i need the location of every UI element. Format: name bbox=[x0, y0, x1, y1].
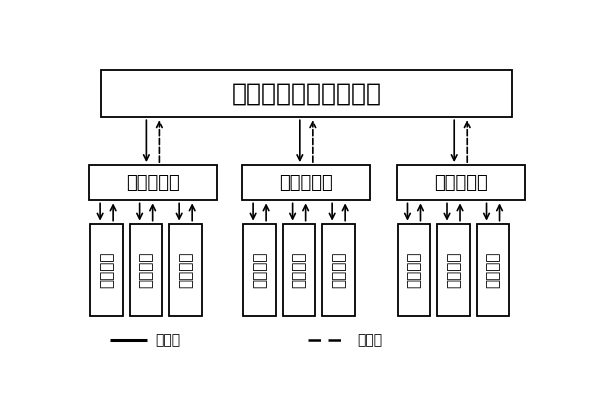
Bar bbox=[437, 224, 470, 316]
Text: 智能楼宇: 智能楼宇 bbox=[252, 252, 267, 288]
Bar bbox=[322, 224, 355, 316]
Bar bbox=[477, 224, 509, 316]
Text: 智能楼宇: 智能楼宇 bbox=[139, 252, 154, 288]
Text: 电力公司优化交易平台: 电力公司优化交易平台 bbox=[232, 82, 382, 106]
Text: 智能楼宇: 智能楼宇 bbox=[178, 252, 193, 288]
Bar bbox=[130, 224, 163, 316]
Text: 智能楼宇: 智能楼宇 bbox=[292, 252, 307, 288]
Bar bbox=[397, 165, 524, 200]
Text: 负荷聚合商: 负荷聚合商 bbox=[280, 174, 333, 192]
Text: 智能楼宇: 智能楼宇 bbox=[446, 252, 461, 288]
Bar bbox=[242, 165, 370, 200]
Text: 智能楼宇: 智能楼宇 bbox=[406, 252, 421, 288]
Text: 智能楼宇: 智能楼宇 bbox=[331, 252, 346, 288]
Bar bbox=[91, 224, 123, 316]
Text: 智能楼宇: 智能楼宇 bbox=[485, 252, 500, 288]
Bar bbox=[101, 70, 512, 117]
Text: 负荷聚合商: 负荷聚合商 bbox=[434, 174, 488, 192]
Bar bbox=[398, 224, 430, 316]
Text: 控制流: 控制流 bbox=[155, 333, 181, 347]
Bar bbox=[283, 224, 316, 316]
Bar bbox=[244, 224, 276, 316]
Text: 信息流: 信息流 bbox=[358, 333, 383, 347]
Text: 负荷聚合商: 负荷聚合商 bbox=[126, 174, 180, 192]
Bar bbox=[169, 224, 202, 316]
Text: 智能楼宇: 智能楼宇 bbox=[99, 252, 114, 288]
Bar bbox=[89, 165, 217, 200]
